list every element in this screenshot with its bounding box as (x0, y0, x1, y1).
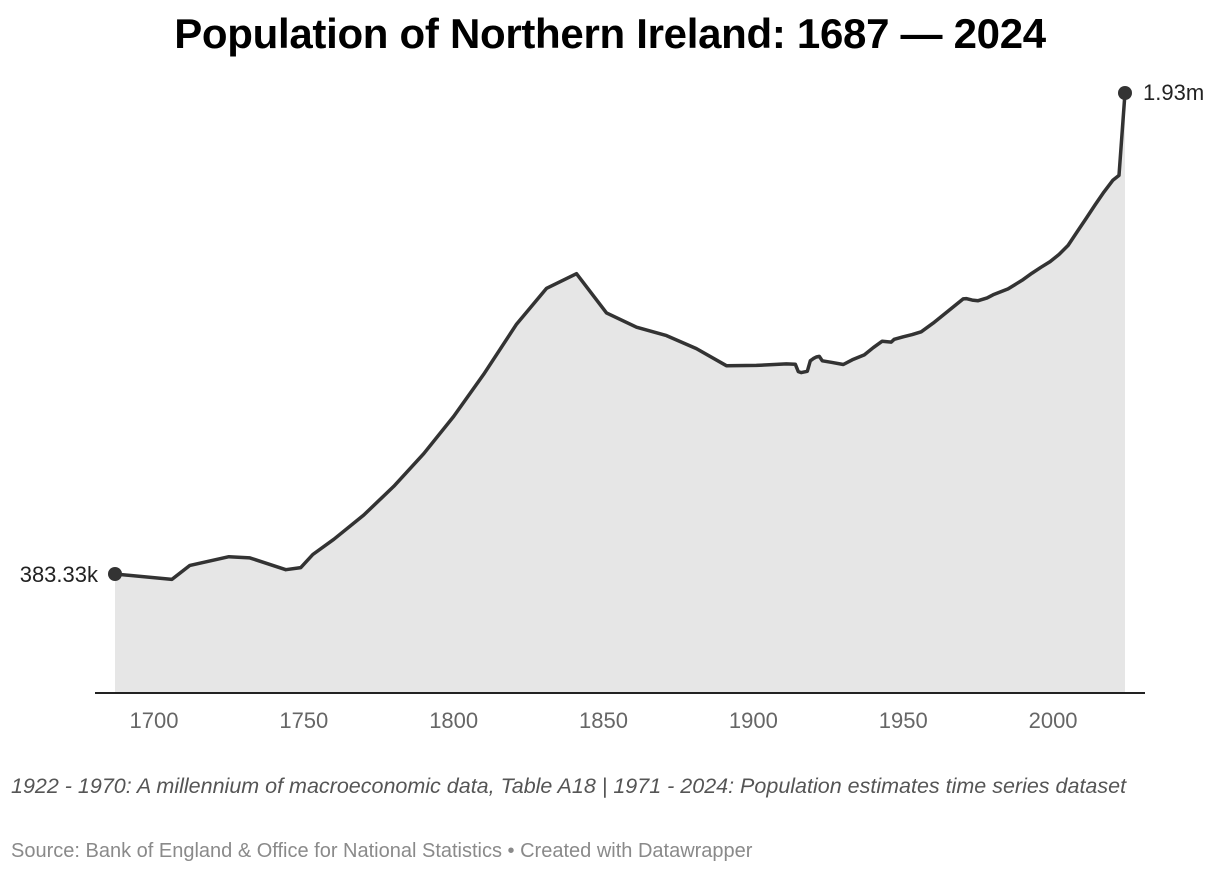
area-fill (115, 93, 1125, 693)
x-tick-label-1750: 1750 (279, 708, 328, 733)
x-tick-label-1700: 1700 (129, 708, 178, 733)
x-tick-label-1800: 1800 (429, 708, 478, 733)
start-value-label: 383.33k (20, 562, 99, 587)
x-tick-label-2000: 2000 (1029, 708, 1078, 733)
x-tick-label-1950: 1950 (879, 708, 928, 733)
x-axis-ticks: 1700 1750 1800 1850 1900 1950 2000 (129, 708, 1077, 733)
x-tick-label-1900: 1900 (729, 708, 778, 733)
chart-title: Population of Northern Ireland: 1687 — 2… (174, 10, 1046, 57)
series-line (114, 92, 1127, 582)
chart-footer: Source: Bank of England & Office for Nat… (11, 840, 753, 862)
endpoints: 383.33k 1.93m (20, 80, 1204, 587)
end-value-label: 1.93m (1143, 80, 1204, 105)
x-tick-label-1850: 1850 (579, 708, 628, 733)
start-point (108, 567, 122, 581)
end-point (1118, 86, 1132, 100)
chart-notes: 1922 - 1970: A millennium of macroeconom… (11, 774, 1127, 798)
population-area-chart: 1700 1750 1800 1850 1900 1950 2000 383.33k 1.93… (20, 80, 1204, 733)
